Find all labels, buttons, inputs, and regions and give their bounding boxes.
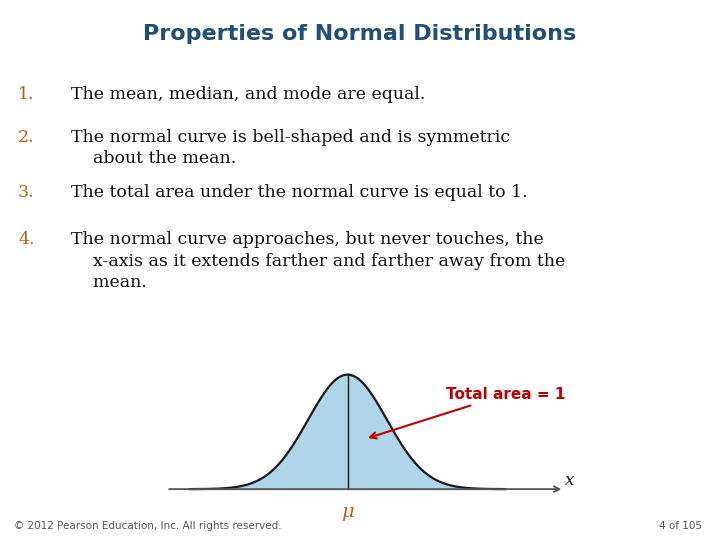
- Text: © 2012 Pearson Education, Inc. All rights reserved.: © 2012 Pearson Education, Inc. All right…: [14, 521, 282, 531]
- Text: The mean, median, and mode are equal.: The mean, median, and mode are equal.: [71, 86, 425, 103]
- Text: The normal curve is bell-shaped and is symmetric
    about the mean.: The normal curve is bell-shaped and is s…: [71, 129, 510, 167]
- Text: The normal curve approaches, but never touches, the
    x-axis as it extends far: The normal curve approaches, but never t…: [71, 231, 564, 291]
- Text: Properties of Normal Distributions: Properties of Normal Distributions: [143, 24, 577, 44]
- Text: 1.: 1.: [18, 86, 35, 103]
- Text: μ: μ: [341, 503, 354, 521]
- Text: 4 of 105: 4 of 105: [659, 521, 702, 531]
- Text: 4.: 4.: [18, 231, 35, 248]
- Text: The total area under the normal curve is equal to 1.: The total area under the normal curve is…: [71, 184, 527, 200]
- Text: 2.: 2.: [18, 129, 35, 145]
- Text: Total area = 1: Total area = 1: [370, 387, 565, 438]
- Text: 3.: 3.: [18, 184, 35, 200]
- Text: x: x: [565, 471, 575, 489]
